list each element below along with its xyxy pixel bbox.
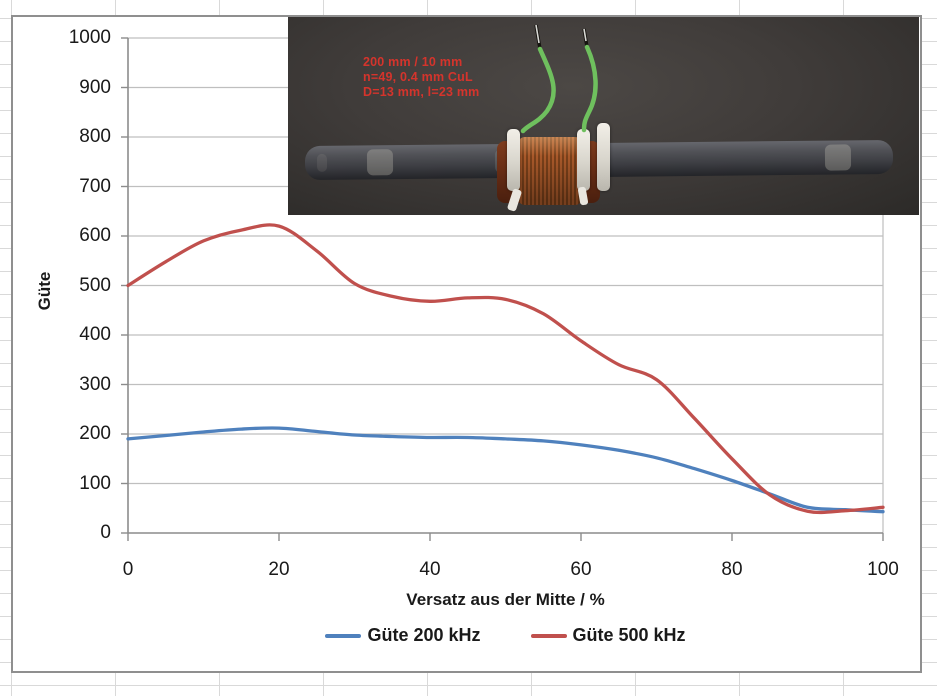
- coil-photo-inset: 200 mm / 10 mm n=49, 0.4 mm CuL D=13 mm, l…: [288, 17, 919, 215]
- cable-tie: [577, 129, 590, 191]
- y-tick-label: 600: [79, 225, 111, 246]
- legend-label: Güte 500 kHz: [572, 625, 686, 645]
- series-line-1[interactable]: [126, 223, 885, 515]
- legend-label: Güte 200 kHz: [367, 625, 481, 645]
- series-line-0[interactable]: [126, 426, 885, 514]
- x-tick-label: 0: [122, 559, 134, 580]
- annotation-line: 200 mm / 10 mm: [363, 55, 463, 69]
- y-tick-label: 500: [79, 274, 111, 296]
- legend-swatch: [530, 633, 567, 638]
- y-tick-label: 1000: [68, 27, 111, 48]
- photo-annotation: 200 mm / 10 mm n=49, 0.4 mm CuL D=13 mm, l…: [363, 55, 479, 100]
- x-tick-label: 40: [419, 559, 441, 580]
- legend-swatch: [325, 633, 362, 638]
- copper-coil: [518, 137, 582, 205]
- annotation-line: D=13 mm, l=23 mm: [363, 85, 480, 99]
- y-tick-label: 0: [100, 522, 111, 543]
- legend-item-1[interactable]: Güte 500 kHz: [530, 625, 686, 646]
- x-axis-title: Versatz aus der Mitte / %: [406, 590, 605, 609]
- x-tick-label: 20: [268, 559, 290, 580]
- y-tick-label: 100: [79, 472, 111, 494]
- wire-tip-right-bare: [583, 28, 587, 42]
- cable-tie: [597, 123, 610, 191]
- chart-object[interactable]: 0 100 200 300 400 500 600 700 800 900 1000 0 20 40 60…: [11, 15, 922, 673]
- y-axis-title: Güte: [35, 271, 54, 311]
- x-tick-label: 80: [721, 559, 743, 580]
- coil-wires: [520, 24, 598, 134]
- legend-item-0[interactable]: Güte 200 kHz: [325, 625, 481, 646]
- annotation-line: n=49, 0.4 mm CuL: [363, 70, 473, 84]
- green-wire-left: [520, 46, 556, 134]
- y-tick-label: 400: [79, 324, 111, 345]
- x-tick-label: 60: [570, 559, 592, 580]
- cable-tie: [507, 129, 520, 191]
- y-tick-label: 200: [79, 423, 111, 444]
- y-tick-label: 800: [79, 126, 111, 147]
- chart-legend: Güte 200 kHz Güte 500 kHz: [128, 625, 883, 646]
- wire-tip-left-bare: [535, 24, 540, 44]
- x-tick-label: 100: [867, 559, 899, 580]
- y-tick-label: 700: [79, 175, 111, 197]
- y-tick-label: 300: [79, 373, 111, 395]
- y-tick-label: 900: [79, 76, 111, 98]
- green-wire-right: [581, 44, 598, 133]
